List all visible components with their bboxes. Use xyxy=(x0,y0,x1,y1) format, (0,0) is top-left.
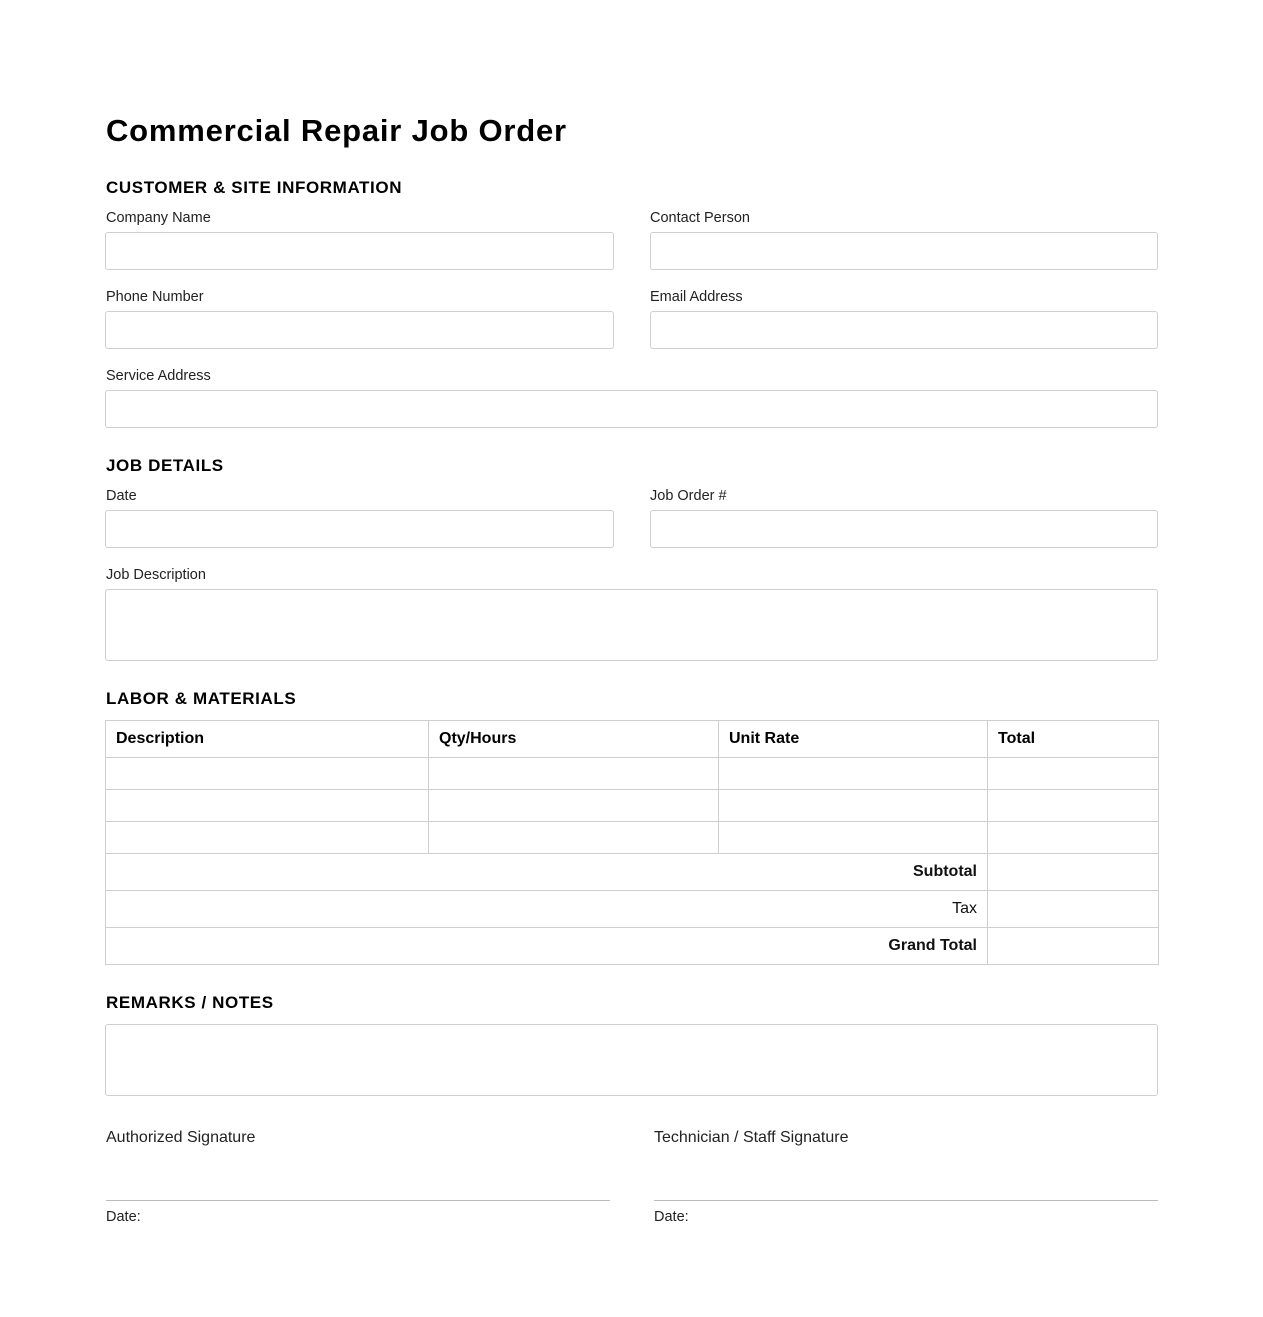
cell-unit-rate[interactable] xyxy=(718,757,988,790)
service-address-input[interactable] xyxy=(105,390,1158,428)
remarks-textarea[interactable] xyxy=(105,1024,1158,1096)
technician-signature-line[interactable] xyxy=(654,1200,1158,1201)
table-row xyxy=(105,789,1159,822)
table-row xyxy=(105,821,1159,854)
section-remarks-heading: REMARKS / NOTES xyxy=(106,993,274,1012)
company-name-label: Company Name xyxy=(106,210,211,226)
job-description-textarea[interactable] xyxy=(105,589,1158,661)
labor-materials-table: Description Qty/Hours Unit Rate Total Su… xyxy=(105,720,1159,965)
subtotal-value[interactable] xyxy=(987,853,1159,891)
column-header-total: Total xyxy=(987,720,1159,758)
email-address-label: Email Address xyxy=(650,289,743,305)
subtotal-label: Subtotal xyxy=(105,853,988,891)
contact-person-input[interactable] xyxy=(650,232,1158,270)
date-label: Date xyxy=(106,488,137,504)
column-header-unit-rate: Unit Rate xyxy=(718,720,988,758)
column-header-description: Description xyxy=(105,720,429,758)
authorized-signature-line[interactable] xyxy=(106,1200,610,1201)
table-row xyxy=(105,757,1159,790)
grand-total-label: Grand Total xyxy=(105,927,988,965)
contact-person-label: Contact Person xyxy=(650,210,750,226)
cell-description[interactable] xyxy=(105,789,429,822)
job-order-number-input[interactable] xyxy=(650,510,1158,548)
tax-row: Tax xyxy=(105,890,1159,928)
cell-unit-rate[interactable] xyxy=(718,821,988,854)
subtotal-row: Subtotal xyxy=(105,853,1159,891)
grand-total-value[interactable] xyxy=(987,927,1159,965)
cell-unit-rate[interactable] xyxy=(718,789,988,822)
cell-description[interactable] xyxy=(105,821,429,854)
tax-label: Tax xyxy=(105,890,988,928)
date-input[interactable] xyxy=(105,510,614,548)
company-name-input[interactable] xyxy=(105,232,614,270)
column-header-qty-hours: Qty/Hours xyxy=(428,720,719,758)
technician-signature-label: Technician / Staff Signature xyxy=(654,1129,849,1146)
page-title: Commercial Repair Job Order xyxy=(106,113,567,148)
cell-total[interactable] xyxy=(987,789,1159,822)
section-customer-heading: CUSTOMER & SITE INFORMATION xyxy=(106,178,403,197)
authorized-signature-label: Authorized Signature xyxy=(106,1129,256,1146)
technician-date-label: Date: xyxy=(654,1209,689,1225)
section-labor-heading: LABOR & MATERIALS xyxy=(106,689,297,708)
job-description-label: Job Description xyxy=(106,567,206,583)
grand-total-row: Grand Total xyxy=(105,927,1159,965)
email-address-input[interactable] xyxy=(650,311,1158,349)
authorized-date-label: Date: xyxy=(106,1209,141,1225)
cell-qty-hours[interactable] xyxy=(428,757,719,790)
tax-value[interactable] xyxy=(987,890,1159,928)
cell-description[interactable] xyxy=(105,757,429,790)
table-header-row: Description Qty/Hours Unit Rate Total xyxy=(105,720,1159,758)
service-address-label: Service Address xyxy=(106,368,211,384)
phone-number-label: Phone Number xyxy=(106,289,204,305)
cell-total[interactable] xyxy=(987,821,1159,854)
job-order-number-label: Job Order # xyxy=(650,488,727,504)
cell-qty-hours[interactable] xyxy=(428,821,719,854)
cell-total[interactable] xyxy=(987,757,1159,790)
section-job-heading: JOB DETAILS xyxy=(106,456,224,475)
phone-number-input[interactable] xyxy=(105,311,614,349)
cell-qty-hours[interactable] xyxy=(428,789,719,822)
